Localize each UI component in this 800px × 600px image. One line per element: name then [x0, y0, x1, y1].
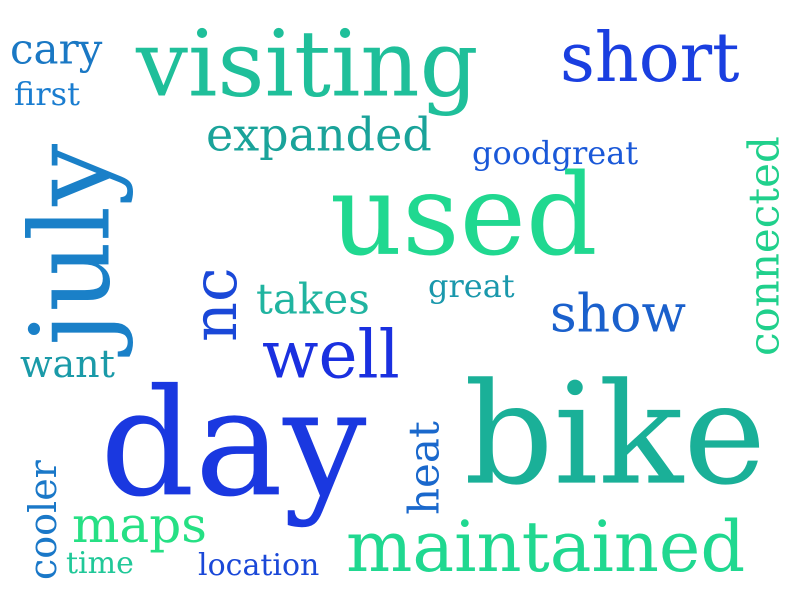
word-great: great: [428, 267, 515, 305]
word-maintained: maintained: [346, 505, 746, 588]
word-want: want: [20, 341, 115, 387]
word-nc: nc: [178, 267, 251, 342]
word-maps: maps: [72, 495, 207, 554]
word-first: first: [14, 75, 80, 113]
word-connected: connected: [739, 136, 789, 356]
word-time: time: [66, 545, 134, 581]
word-cary: cary: [10, 24, 103, 74]
word-bike: bike: [464, 352, 767, 517]
word-used: used: [330, 149, 598, 281]
word-well: well: [262, 316, 400, 394]
word-goodgreat: goodgreat: [472, 134, 639, 172]
word-heat: heat: [399, 421, 449, 515]
word-show: show: [550, 283, 686, 345]
word-short: short: [560, 17, 740, 98]
word-visiting: visiting: [136, 9, 479, 118]
word-takes: takes: [256, 274, 370, 324]
word-expanded: expanded: [206, 107, 432, 162]
word-cooler: cooler: [20, 460, 66, 580]
word-july: july: [6, 143, 135, 346]
word-location: location: [198, 547, 320, 583]
word-day: day: [100, 356, 367, 530]
